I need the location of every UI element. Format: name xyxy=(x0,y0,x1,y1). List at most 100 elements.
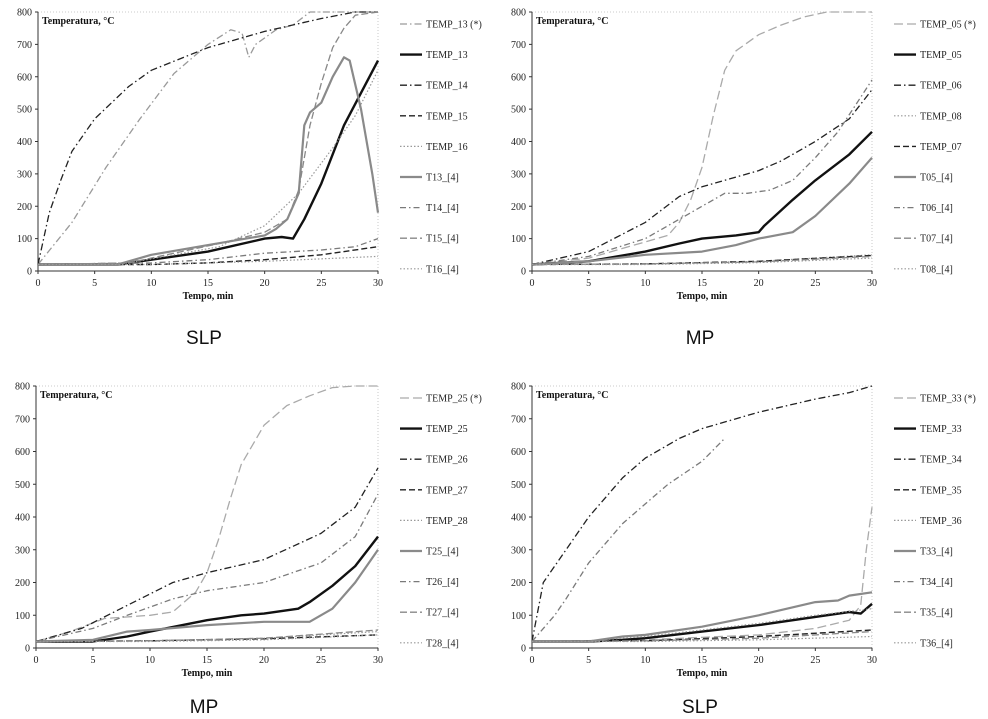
legend-label: TEMP_33 xyxy=(920,424,962,435)
legend-label: T05_[4] xyxy=(920,173,953,184)
x-tick-label: 15 xyxy=(202,655,212,666)
y-tick-label: 100 xyxy=(511,234,526,245)
series-line-temp-13 xyxy=(37,11,378,265)
y-tick-label: 700 xyxy=(511,414,526,425)
chart-panel-1: 0 100 200 300 400 500 600 700 800 0 5 10 15 20 25 30 Tem… xyxy=(17,8,482,350)
y-tick-label: 300 xyxy=(15,545,30,556)
legend-label: TEMP_16 xyxy=(426,142,468,153)
series-line-temp-34 xyxy=(531,385,873,642)
legend-label: TEMP_08 xyxy=(920,111,962,122)
legend-label: T07_[4] xyxy=(920,234,953,245)
chart-panel-3: 0 100 200 300 400 500 600 700 800 0 5 10 15 20 25 30 Tem… xyxy=(15,382,482,719)
legend-label: TEMP_05 xyxy=(920,50,962,61)
y-tick-label: 200 xyxy=(17,202,32,213)
series-line-temp-25 xyxy=(36,535,379,643)
series-line-temp-06 xyxy=(531,89,873,266)
y-tick-label: 0 xyxy=(521,267,526,278)
x-tick-label: 0 xyxy=(530,278,535,289)
x-tick-label: 15 xyxy=(203,278,213,289)
y-tick-label: 800 xyxy=(511,8,526,19)
y-tick-label: 500 xyxy=(17,105,32,116)
legend-label: T36_[4] xyxy=(920,638,953,649)
y-tick-label: 300 xyxy=(17,169,32,180)
legend-label: T16_[4] xyxy=(426,264,459,275)
chart-panel-4: 0 100 200 300 400 500 600 700 800 0 5 10 15 20 25 30 Tem… xyxy=(511,382,976,719)
y-tick-label: 600 xyxy=(17,72,32,83)
legend-label: TEMP_14 xyxy=(426,81,468,92)
x-tick-label: 30 xyxy=(867,655,877,666)
y-tick-label: 200 xyxy=(15,578,30,589)
y-tick-label: 0 xyxy=(521,644,526,655)
legend-label: T35_[4] xyxy=(920,608,953,619)
series-line-t13-4 xyxy=(38,56,380,266)
y-axis-title: Temperatura, °C xyxy=(40,390,113,401)
legend-label: TEMP_13 xyxy=(426,50,468,61)
x-tick-label: 15 xyxy=(697,278,707,289)
y-tick-label: 400 xyxy=(15,513,30,524)
legend-label: TEMP_13 (*) xyxy=(426,20,482,31)
series-line-temp-14 xyxy=(37,11,378,265)
y-tick-label: 700 xyxy=(17,40,32,51)
series-line-t34-4 xyxy=(531,437,726,642)
y-tick-label: 200 xyxy=(511,202,526,213)
legend-label: TEMP_35 xyxy=(920,485,962,496)
legend-label: TEMP_34 xyxy=(920,455,962,466)
series-line-t08-4 xyxy=(532,257,873,266)
y-tick-label: 100 xyxy=(17,234,32,245)
y-tick-label: 700 xyxy=(511,40,526,51)
legend-label: TEMP_33 (*) xyxy=(920,394,976,405)
y-tick-label: 0 xyxy=(27,267,32,278)
y-tick-label: 200 xyxy=(511,578,526,589)
x-axis-title: Tempo, min xyxy=(677,291,728,302)
y-tick-label: 500 xyxy=(15,480,30,491)
series-line-temp-33 xyxy=(532,602,873,643)
x-tick-label: 5 xyxy=(91,655,96,666)
series-line-temp-05 xyxy=(531,11,872,266)
x-tick-label: 30 xyxy=(373,655,383,666)
y-tick-label: 600 xyxy=(511,447,526,458)
x-tick-label: 20 xyxy=(260,278,270,289)
series-line-t05-4 xyxy=(531,156,873,266)
series-line-t36-4 xyxy=(532,635,873,643)
x-tick-label: 30 xyxy=(867,278,877,289)
chart-caption: MP xyxy=(686,328,715,349)
x-axis-title: Tempo, min xyxy=(182,668,233,679)
legend-label: TEMP_25 (*) xyxy=(426,394,482,405)
x-tick-label: 25 xyxy=(316,655,326,666)
x-tick-label: 25 xyxy=(316,278,326,289)
chart-caption: SLP xyxy=(682,697,718,718)
y-axis-title: Temperatura, °C xyxy=(536,16,609,27)
legend-label: T14_[4] xyxy=(426,203,459,214)
series-line-temp-05 xyxy=(531,130,873,266)
legend-label: T15_[4] xyxy=(426,234,459,245)
series-line-temp-36 xyxy=(531,608,873,643)
legend-label: T28_[4] xyxy=(426,638,459,649)
series-line-t25-4 xyxy=(35,549,379,643)
series-line-temp-33 xyxy=(531,507,873,643)
y-tick-label: 400 xyxy=(511,513,526,524)
legend-label: T26_[4] xyxy=(426,577,459,588)
series-line-temp-25 xyxy=(35,385,378,643)
series-line-temp-15 xyxy=(38,246,379,266)
y-tick-label: 300 xyxy=(511,169,526,180)
x-tick-label: 0 xyxy=(34,655,39,666)
series-line-temp-26 xyxy=(35,467,379,643)
series-line-t27-4 xyxy=(35,629,379,643)
x-tick-label: 10 xyxy=(640,655,650,666)
x-tick-label: 0 xyxy=(36,278,41,289)
legend-label: TEMP_25 xyxy=(426,424,468,435)
legend-label: TEMP_07 xyxy=(920,142,962,153)
y-tick-label: 100 xyxy=(15,611,30,622)
y-tick-label: 800 xyxy=(17,8,32,19)
chart-panel-2: 0 100 200 300 400 500 600 700 800 0 5 10 15 20 25 30 Tem… xyxy=(511,8,976,350)
y-tick-label: 0 xyxy=(25,644,30,655)
legend-label: T08_[4] xyxy=(920,264,953,275)
series-line-t28-4 xyxy=(36,634,379,643)
x-tick-label: 0 xyxy=(530,655,535,666)
legend-label: T25_[4] xyxy=(426,547,459,558)
legend-label: T33_[4] xyxy=(920,547,953,558)
y-tick-label: 100 xyxy=(511,611,526,622)
x-tick-label: 25 xyxy=(810,278,820,289)
legend-label: TEMP_28 xyxy=(426,516,468,527)
legend-label: TEMP_27 xyxy=(426,485,468,496)
